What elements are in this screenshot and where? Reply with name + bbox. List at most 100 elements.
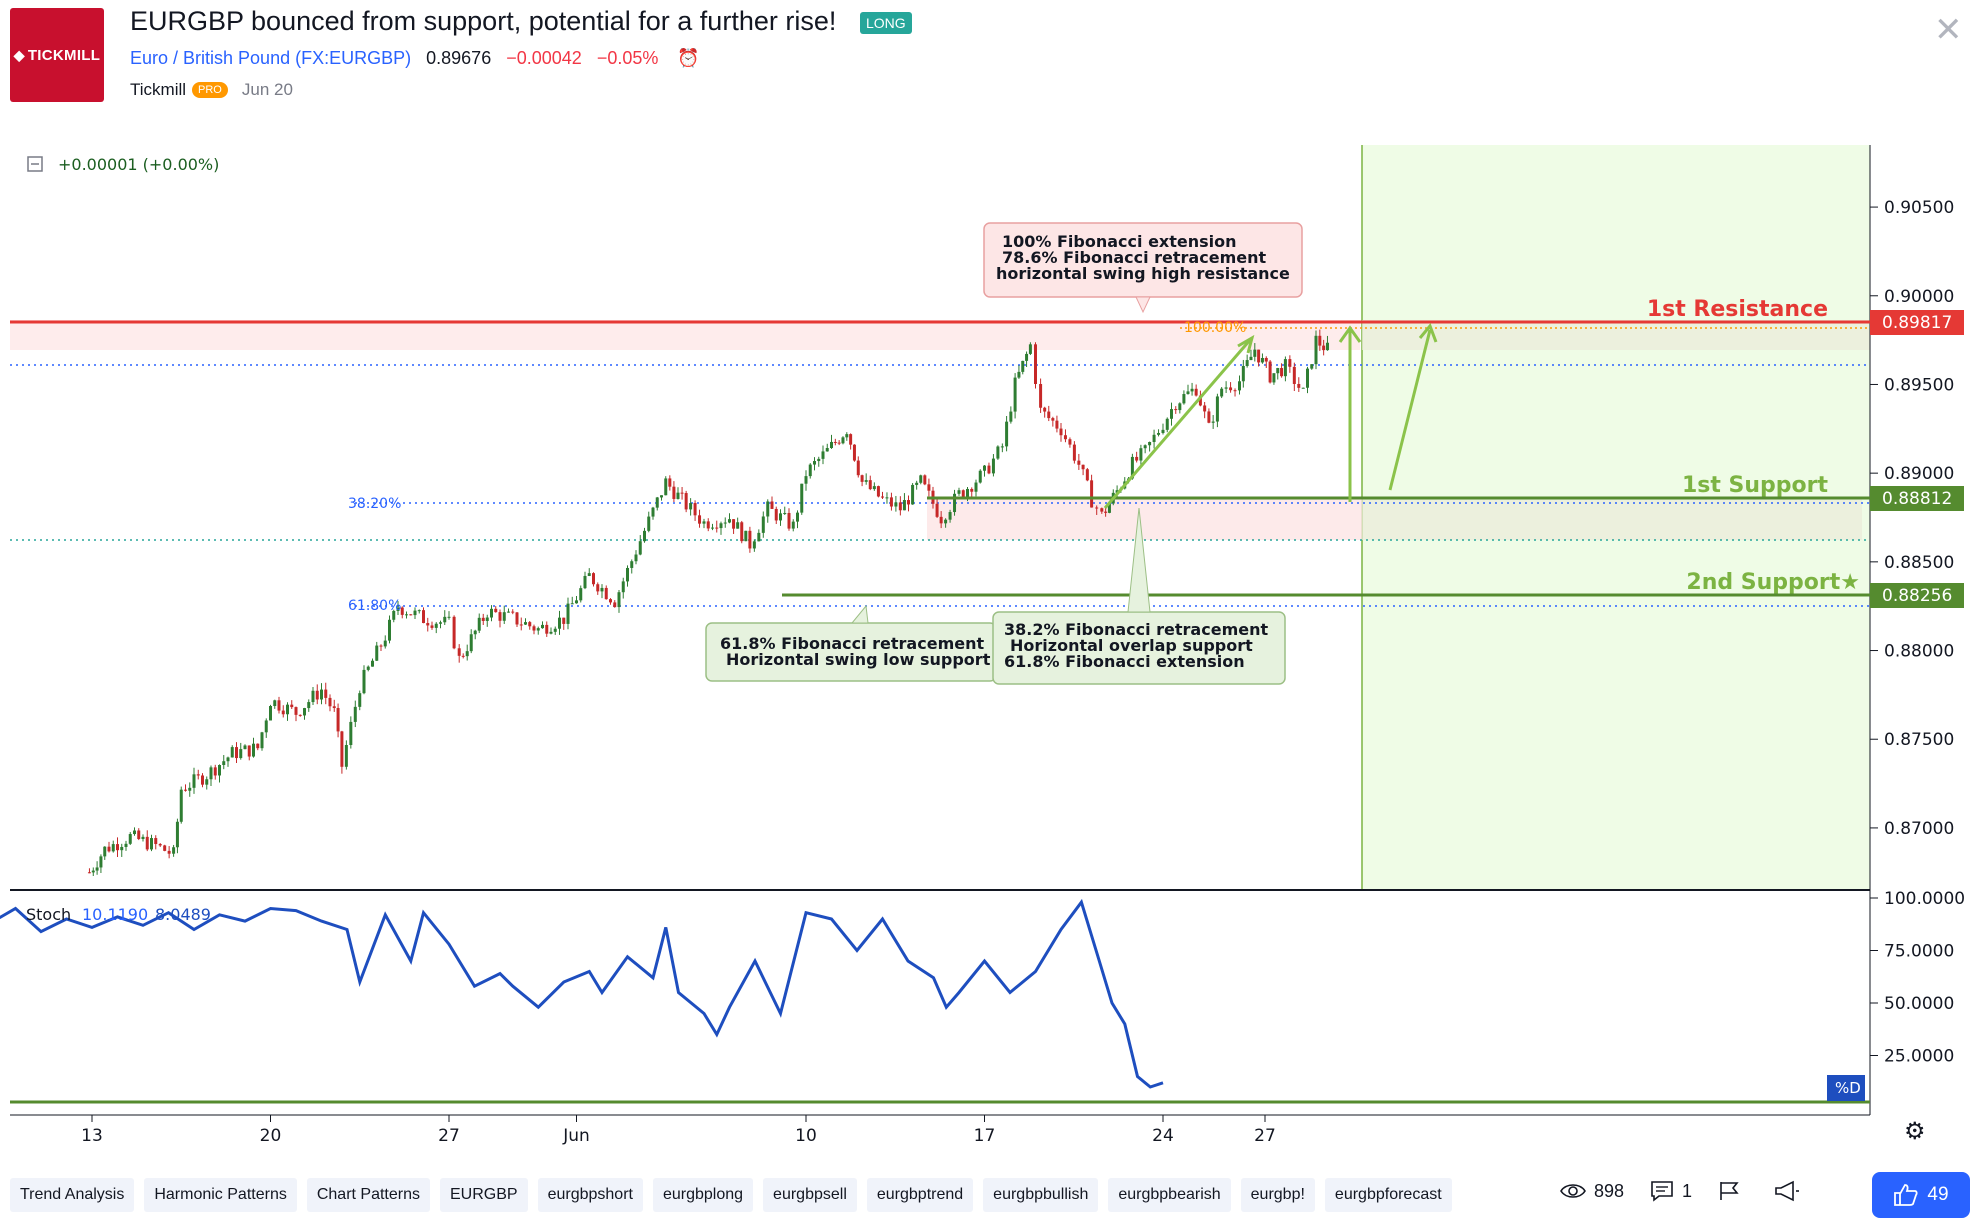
tag[interactable]: eurgbpbullish — [983, 1178, 1099, 1212]
candle-body — [1000, 446, 1004, 448]
candle-body — [617, 592, 621, 608]
candle-body — [1325, 342, 1329, 351]
candle-body — [948, 512, 952, 520]
candle-body — [371, 660, 374, 667]
candle-body — [1314, 335, 1318, 365]
candle-body — [849, 434, 853, 445]
candle-body — [770, 501, 774, 509]
fib-100-label: 100.00% — [1184, 320, 1246, 336]
candle-body — [366, 666, 370, 670]
candle-body — [1174, 409, 1178, 411]
candle-body — [175, 821, 179, 848]
projection-arrows — [1103, 323, 1438, 509]
candle-body — [311, 690, 315, 703]
candle-body — [978, 470, 982, 483]
comments-stat[interactable]: 1 — [1650, 1180, 1692, 1202]
long-badge: LONG — [860, 12, 912, 34]
candle-body — [1322, 345, 1326, 351]
candle-body — [1288, 359, 1292, 367]
tag[interactable]: Chart Patterns — [306, 1178, 430, 1212]
like-button[interactable]: 49 — [1872, 1172, 1970, 1218]
tag[interactable]: eurgbpshort — [537, 1178, 643, 1212]
share-button[interactable] — [1774, 1180, 1808, 1202]
candle-body — [111, 844, 115, 852]
candle-body — [1143, 445, 1147, 449]
arrow-projection — [1388, 329, 1432, 491]
author-name[interactable]: Tickmill — [130, 80, 187, 99]
candle-body — [1039, 383, 1043, 408]
price-change-pct: −0.05% — [596, 48, 659, 68]
callout-support-1[interactable]: 38.2% Fibonacci retracement Horizontal o… — [992, 507, 1286, 685]
candle-body — [566, 603, 570, 624]
candle-body — [447, 616, 451, 618]
candle-body — [833, 441, 837, 443]
candle-body — [353, 706, 357, 722]
tag[interactable]: eurgbplong — [652, 1178, 754, 1212]
tag[interactable]: eurgbpforecast — [1324, 1178, 1452, 1212]
candle-body — [426, 623, 430, 626]
candle-body — [715, 527, 719, 529]
price-tick-label: 0.87500 — [1884, 730, 1954, 750]
stoch-k-value: 10.1190 — [82, 905, 148, 924]
chart-settings-gear-icon[interactable]: ⚙ — [1904, 1117, 1926, 1145]
tag[interactable]: eurgbp! — [1240, 1178, 1315, 1212]
flag-button[interactable] — [1718, 1180, 1748, 1202]
author-line: Tickmill PRO Jun 20 — [130, 80, 293, 100]
candle-body — [1034, 344, 1037, 384]
likes-count: 49 — [1927, 1184, 1949, 1205]
tag[interactable]: Trend Analysis — [10, 1178, 135, 1212]
views-stat: 898 — [1560, 1181, 1624, 1202]
candle-body — [141, 836, 145, 839]
candle-body — [732, 519, 736, 529]
chart-area[interactable]: 0.90500 0.90000 0.89500 0.89000 0.88500 0.880… — [0, 140, 1976, 1150]
tickmill-logo[interactable]: ◆ TICKMILL — [10, 8, 104, 102]
resistance-label: 1st Resistance — [1647, 297, 1828, 322]
tag[interactable]: eurgbptrend — [866, 1178, 974, 1212]
candle-body — [222, 761, 226, 765]
main-legend-change: +0.00001 (+0.00%) — [58, 155, 219, 174]
candle-body — [927, 484, 931, 491]
candle-body — [651, 507, 655, 517]
arrow-head — [1338, 325, 1362, 343]
candle-body — [630, 561, 634, 568]
candle-body — [536, 628, 540, 631]
candle-body — [1211, 421, 1215, 423]
candle-body — [852, 444, 856, 461]
candle-body — [172, 847, 176, 854]
callout-support-2[interactable]: 61.8% Fibonacci retracement Horizontal s… — [705, 604, 997, 682]
candle-body — [269, 706, 272, 721]
candle-body — [502, 612, 506, 621]
tag[interactable]: EURGBP — [440, 1178, 528, 1212]
candle-body — [604, 587, 608, 600]
flag-icon — [1720, 1182, 1739, 1200]
candle-body — [1301, 387, 1305, 389]
price-tick-label: 0.88500 — [1884, 553, 1954, 573]
close-icon[interactable]: ✕ — [1934, 11, 1963, 49]
candle-body — [545, 624, 549, 634]
candle-body — [163, 845, 167, 851]
tag[interactable]: eurgbpsell — [763, 1178, 857, 1212]
candle-body — [116, 844, 119, 851]
candle-body — [821, 451, 825, 459]
alarm-clock-icon[interactable]: ⏰ — [677, 48, 700, 68]
candle-body — [1043, 407, 1047, 412]
instrument-name[interactable]: Euro / British Pound — [130, 48, 291, 68]
idea-title: EURGBP bounced from support, potential f… — [130, 6, 837, 36]
candle-body — [379, 645, 383, 647]
resistance-price-tag: 0.89817 — [1870, 310, 1964, 335]
candle-body — [804, 476, 808, 484]
candle-body — [1009, 411, 1013, 422]
collapse-legend-icon[interactable] — [27, 156, 43, 172]
stoch-series-tag-text: %D — [1835, 1079, 1861, 1097]
candle-body — [575, 600, 578, 604]
tag[interactable]: Harmonic Patterns — [144, 1178, 297, 1212]
candle-body — [1021, 360, 1025, 372]
callout-support-1-line3: 61.8% Fibonacci extension — [1004, 652, 1245, 671]
instrument-symbol[interactable]: (FX:EURGBP) — [295, 48, 412, 68]
candle-body — [218, 764, 221, 776]
support-zone-long — [1362, 498, 1862, 540]
callout-resistance[interactable]: 100% Fibonacci extension 78.6% Fibonacci… — [983, 222, 1303, 314]
tag[interactable]: eurgbpbearish — [1108, 1178, 1231, 1212]
candle-body — [332, 706, 336, 709]
candle-body — [465, 651, 469, 657]
